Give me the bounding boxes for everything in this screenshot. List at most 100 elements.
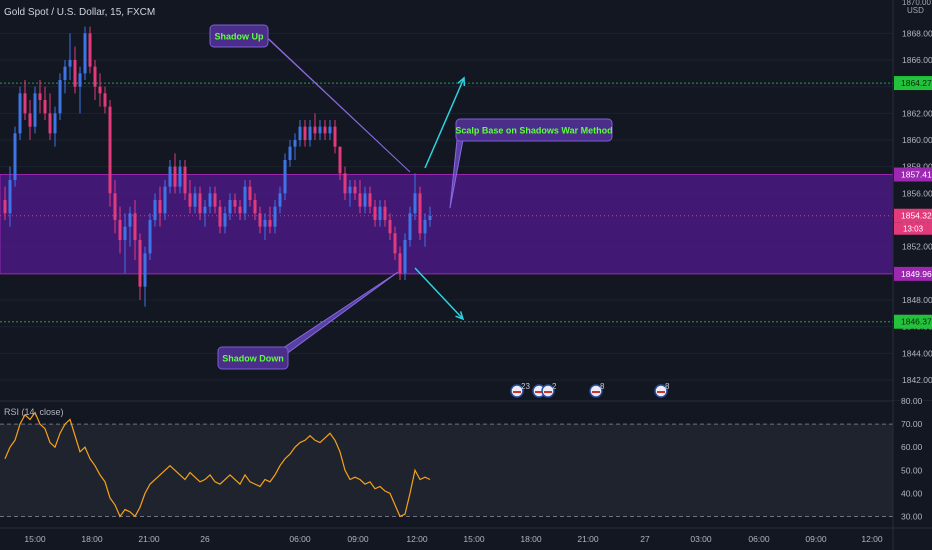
candle-body <box>398 253 402 274</box>
candle-body <box>373 206 377 220</box>
flag-stripe <box>657 391 665 393</box>
candle-body <box>183 166 187 194</box>
candle-body <box>48 113 52 134</box>
price-tick-partial: 1870.00 <box>902 0 931 7</box>
candle-body <box>208 193 212 207</box>
method-callout-box <box>455 118 613 142</box>
candle-body <box>233 200 237 207</box>
candle-body <box>58 80 62 114</box>
time-tick-label: 12:00 <box>406 534 428 544</box>
candle-body <box>293 140 297 147</box>
candle-body <box>18 93 22 134</box>
rsi-band-fill <box>0 424 893 517</box>
candle-body <box>243 186 247 214</box>
candle-body <box>283 160 287 194</box>
countdown-text: 13:03 <box>903 225 924 234</box>
candle-body <box>98 86 102 94</box>
candle-body <box>258 213 262 227</box>
candle-body <box>413 193 417 214</box>
method-callout-label: Scalp Base on Shadows War Method <box>455 126 612 136</box>
zone-bottom-price-tag <box>894 266 932 281</box>
candle-body <box>103 93 107 107</box>
candle-body <box>328 126 332 134</box>
shadow-down-callout-label: Shadow Down <box>222 354 284 364</box>
rsi-tick-label: 50.00 <box>901 465 923 475</box>
candlestick-series <box>3 26 432 307</box>
event-marker[interactable]: 23 <box>510 382 530 398</box>
candle-body <box>318 126 322 134</box>
candle-body <box>248 186 252 200</box>
candle-body <box>123 226 127 240</box>
shadow-up-callout-box <box>209 24 269 48</box>
event-marker[interactable]: 8 <box>654 382 670 398</box>
resistance-price-tag <box>894 76 932 91</box>
candle-body <box>428 216 432 220</box>
event-marker[interactable]: 2 <box>541 382 557 398</box>
candle-body <box>288 146 292 160</box>
price-tick-label: 1862.00 <box>902 108 932 118</box>
candle-body <box>348 186 352 194</box>
candle-body <box>303 126 307 140</box>
candle-body <box>368 193 372 207</box>
zone-bottom-price-tag-text: 1849.96 <box>901 269 932 279</box>
candle-body <box>418 193 422 234</box>
time-tick-label: 12:00 <box>861 534 883 544</box>
current-price-tag-text: 1854.32 <box>901 211 932 221</box>
flag-stripe <box>513 391 521 393</box>
time-tick-label: 26 <box>200 534 210 544</box>
time-tick-label: 09:00 <box>805 534 827 544</box>
shadow-down-callout[interactable]: Shadow Down <box>217 346 289 370</box>
time-tick-label: 06:00 <box>289 534 311 544</box>
price-tick-label: 1848.00 <box>902 295 932 305</box>
candle-body <box>388 220 392 234</box>
annotation-callouts[interactable]: Shadow Up Shadow Down Scalp Base on Shadow… <box>209 24 613 370</box>
time-tick-label: 09:00 <box>347 534 369 544</box>
rsi-pane: 80.00 70.00 60.00 50.00 40.00 30.00 <box>0 396 932 528</box>
price-tick-label: 1842.00 <box>902 375 932 385</box>
candle-body <box>63 66 67 80</box>
candle-body <box>23 93 27 114</box>
candle-body <box>83 33 87 74</box>
economic-events[interactable]: 23 2 8 8 <box>510 382 670 398</box>
candle-body <box>323 126 327 134</box>
candle-body <box>193 193 197 207</box>
price-tick-label: 1856.00 <box>902 188 932 198</box>
price-tick-label: 1858.00 <box>902 162 932 172</box>
candle-body <box>133 213 137 240</box>
candle-body <box>198 193 202 214</box>
event-count: 8 <box>665 382 670 391</box>
symbol-title: Gold Spot / U.S. Dollar, 15, FXCM <box>4 7 156 18</box>
method-callout[interactable]: Scalp Base on Shadows War Method <box>455 118 613 142</box>
candle-body <box>203 206 207 214</box>
time-tick-label: 21:00 <box>577 534 599 544</box>
candle-body <box>383 206 387 220</box>
candle-body <box>33 93 37 127</box>
price-tick-label: 1868.00 <box>902 28 932 38</box>
candle-body <box>163 186 167 214</box>
candle-body <box>378 206 382 220</box>
candle-body <box>148 220 152 254</box>
candle-body <box>28 113 32 127</box>
candle-body <box>13 133 17 180</box>
arrow-up-head <box>457 76 466 87</box>
shadow-up-callout[interactable]: Shadow Up <box>209 24 269 48</box>
currency-label: USD <box>907 6 924 15</box>
price-tick-label: 1860.00 <box>902 135 932 145</box>
candle-body <box>128 213 132 227</box>
event-marker[interactable]: 8 <box>589 382 605 398</box>
support-price-tag-text: 1846.37 <box>901 317 932 327</box>
candle-body <box>118 220 122 240</box>
candle-body <box>88 33 92 67</box>
shadow-up-callout-label: Shadow Up <box>215 32 265 42</box>
arrow-up <box>424 77 465 169</box>
current-price-tag <box>894 208 932 223</box>
event-count: 23 <box>521 382 530 391</box>
candle-body <box>313 126 317 134</box>
flag-stripe <box>592 391 600 393</box>
candle-body <box>238 206 242 214</box>
time-tick-label: 06:00 <box>748 534 770 544</box>
arrow-down-head <box>455 311 465 321</box>
time-axis[interactable]: 15:00 18:00 21:00 26 06:00 09:00 12:00 15:00 18:… <box>0 527 932 544</box>
zone-top-price-tag-text: 1857.41 <box>901 170 932 180</box>
